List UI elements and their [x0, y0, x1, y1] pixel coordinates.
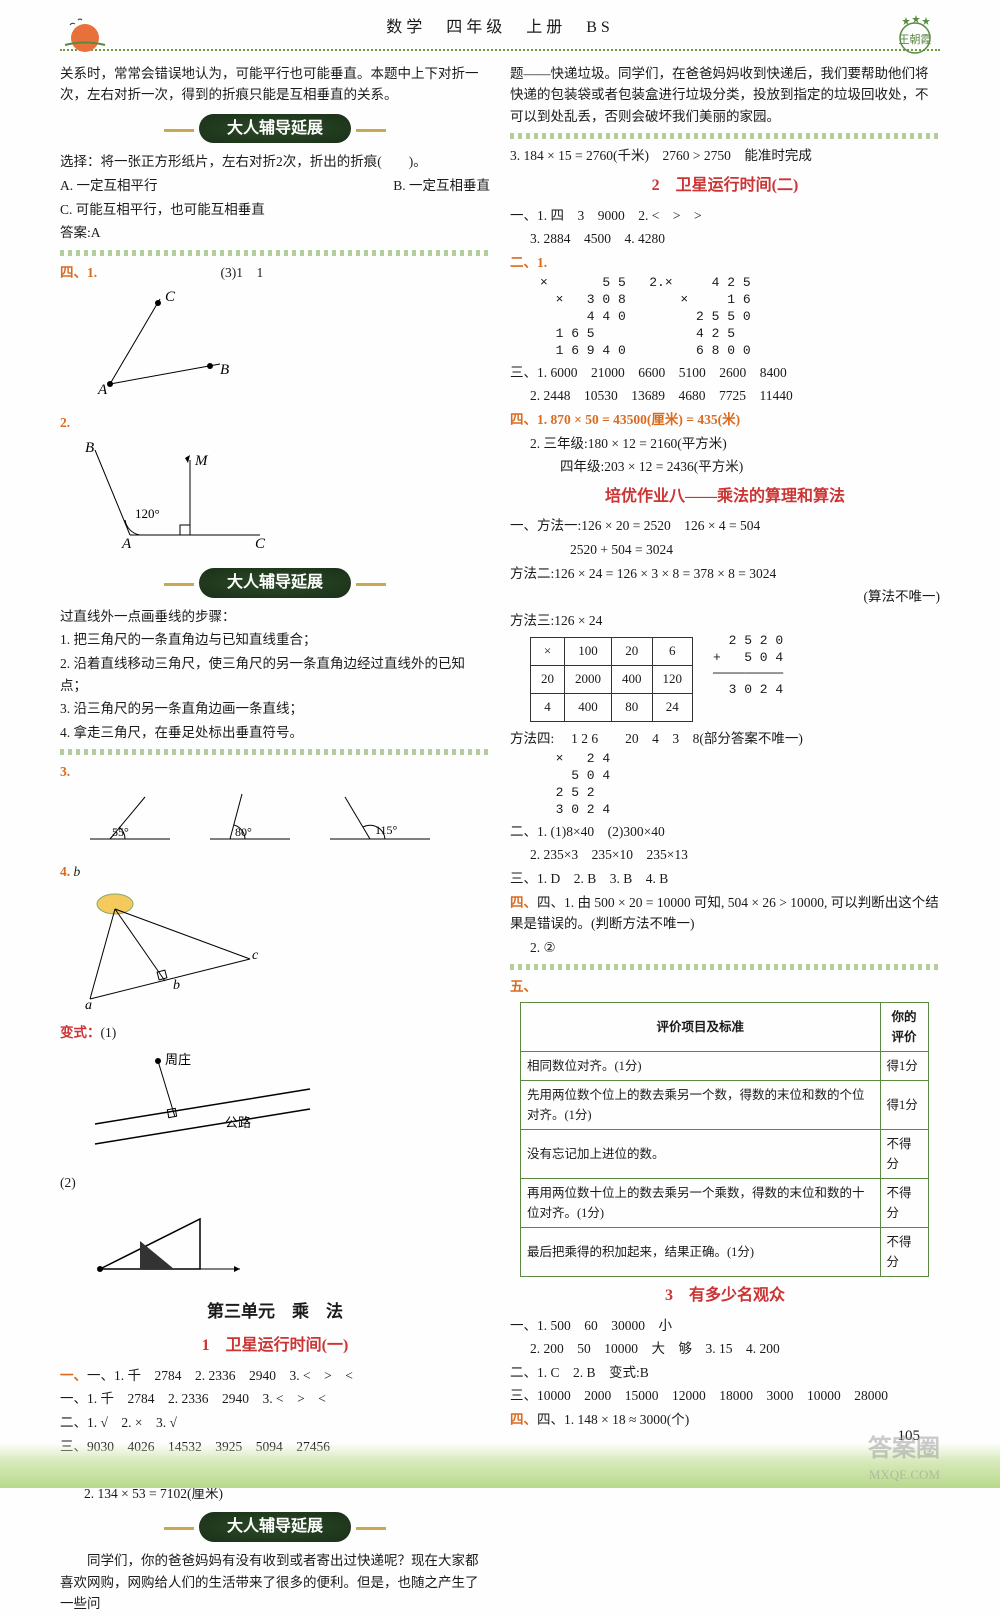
- svg-text:M: M: [194, 453, 209, 469]
- ans-1: 一、1. 千 2784 2. 2336 2940 3. < > <: [60, 1391, 326, 1406]
- svg-text:c: c: [252, 948, 259, 963]
- mult-table: ×100206 202000400120 44008024: [530, 637, 693, 721]
- fold-triangle: [80, 1199, 260, 1279]
- e1: 二、1. (1)8×40 (2)300×40: [510, 821, 940, 843]
- eval-table: 评价项目及标准你的评价 相同数位对齐。(1分)得1分 先用两位数个位上的数去乘另…: [520, 1002, 929, 1277]
- road-diagram: 周庄 公路: [80, 1049, 340, 1159]
- m1b: 2520 + 504 = 3024: [570, 539, 940, 561]
- ra1: 一、1. 四 3 9000 2. < > >: [510, 205, 940, 227]
- opt-a: A. 一定互相平行: [60, 175, 158, 197]
- svg-text:115°: 115°: [375, 823, 398, 837]
- side-calc: 2 5 2 0 + 5 0 4 ───────── 3 0 2 4: [713, 633, 783, 698]
- step-1: 1. 把三角尺的一条直角边与已知直线重合；: [60, 629, 490, 651]
- m3: 方法三:126 × 24: [510, 610, 940, 632]
- left-column: 关系时，常常会错误地认为，可能平行也可能垂直。本题中上下对折一次，左右对折一次，…: [60, 61, 490, 1617]
- sec4-4: 4.: [60, 864, 70, 879]
- svg-text:A: A: [97, 382, 108, 398]
- svg-text:120°: 120°: [135, 506, 160, 521]
- svg-text:B: B: [220, 362, 229, 378]
- var2: (2): [60, 1172, 490, 1194]
- angle-diagram-1: C A B: [80, 289, 260, 399]
- watermark-icon: 答案圈: [868, 1430, 940, 1468]
- h2: 2. 200 50 10000 大 够 3. 15 4. 200: [530, 1338, 940, 1360]
- l1: 一、1. 千 2784 2. 2336 2940 3. < > <: [59, 1368, 353, 1383]
- f1: 四、1. 由 500 × 20 = 10000 可知, 504 × 26 > 1…: [510, 895, 939, 932]
- svg-text:王朝霞: 王朝霞: [899, 33, 932, 46]
- question-1: 选择：将一张正方形纸片，左右对折2次，折出的折痕( )。: [60, 151, 490, 173]
- variant-label: 变式：: [60, 1025, 101, 1040]
- var1: (1): [101, 1025, 117, 1040]
- sun-logo-icon: [60, 10, 110, 60]
- footer-decoration: [0, 1443, 1000, 1488]
- triangle-lamp: a b c: [80, 889, 280, 1009]
- page-header-title: 数学 四年级 上册 BS: [386, 15, 614, 41]
- rd1: 四、1. 870 × 50 = 43500(厘米) = 435(米): [510, 412, 740, 427]
- m2note: (算法不唯一): [510, 586, 940, 608]
- step-2: 2. 沿着直线移动三角尺，使三角尺的另一条直角边经过直线外的已知点；: [60, 653, 490, 696]
- sub-opt-title: 培优作业八——乘法的算理和算法: [510, 484, 940, 510]
- banner-2: 大人辅导延展: [199, 568, 351, 598]
- rc1: 三、1. 6000 21000 6600 5100 2600 8400: [510, 362, 940, 384]
- unit3-title: 第三单元 乘 法: [60, 1298, 490, 1325]
- ans-4b: 2. 134 × 53 = 7102(厘米): [84, 1486, 223, 1501]
- g-label: 五、: [510, 979, 537, 994]
- sec4-sub: (3)1 1: [221, 265, 264, 280]
- steps-title: 过直线外一点画垂线的步骤：: [60, 606, 490, 628]
- step-3: 3. 沿三角尺的另一条直角边画一条直线；: [60, 698, 490, 720]
- svg-text:公路: 公路: [225, 1115, 251, 1130]
- sub1-title: 1 卫星运行时间(一): [60, 1333, 490, 1359]
- rd3: 四年级:203 × 12 = 2436(平方米): [560, 456, 940, 478]
- svg-text:C: C: [255, 536, 266, 550]
- opt-b: B. 一定互相垂直: [393, 175, 490, 197]
- angle-diagram-2: B M A C 120°: [80, 440, 280, 550]
- banner-1: 大人辅导延展: [199, 114, 351, 144]
- right-intro: 题——快递垃圾。同学们，在爸爸妈妈收到快递后，我们要帮助他们将快递的包装袋或者包…: [510, 63, 940, 128]
- right-column: 题——快递垃圾。同学们，在爸爸妈妈收到快递后，我们要帮助他们将快递的包装袋或者包…: [510, 61, 940, 1617]
- answer-1: 答案:A: [60, 222, 490, 244]
- stamp-logo-icon: 王朝霞: [890, 10, 940, 60]
- opt-c: C. 可能互相平行，也可能互相垂直: [60, 199, 490, 221]
- svg-text:C: C: [165, 289, 176, 305]
- sec4-3: 3.: [60, 764, 70, 779]
- left-end-para: 同学们，你的爸爸妈妈有没有收到或者寄出过快递呢？现在大家都喜欢网购，网购给人们的…: [60, 1550, 490, 1615]
- sub2-title: 2 卫星运行时间(二): [510, 173, 940, 199]
- ra2: 3. 2884 4500 4. 4280: [530, 228, 940, 250]
- h3: 二、1. C 2. B 变式:B: [510, 1362, 940, 1384]
- svg-text:b: b: [173, 978, 180, 993]
- svg-text:80°: 80°: [235, 825, 252, 839]
- step-4: 4. 拿走三角尺，在垂足处标出垂直符号。: [60, 722, 490, 744]
- r3: 3. 184 × 15 = 2760(千米) 2760 > 2750 能准时完成: [510, 145, 940, 167]
- m1a: 一、方法一:126 × 20 = 2520 126 × 4 = 504: [510, 515, 940, 537]
- m4-calc: × 2 4 5 0 4 2 5 2 3 0 2 4: [540, 751, 940, 819]
- h4: 三、10000 2000 15000 12000 18000 3000 1000…: [510, 1385, 940, 1407]
- three-angles: 55° 80° 115°: [80, 789, 460, 849]
- svg-text:55°: 55°: [112, 825, 129, 839]
- sub3-title: 3 有多少名观众: [510, 1283, 940, 1309]
- svg-text:A: A: [121, 536, 132, 550]
- rc2: 2. 2448 10530 13689 4680 7725 11440: [530, 385, 940, 407]
- sec4-2: 2.: [60, 415, 70, 430]
- svg-text:周庄: 周庄: [165, 1052, 191, 1067]
- watermark-url: MXQE.COM: [869, 1465, 940, 1486]
- m2: 方法二:126 × 24 = 126 × 3 × 8 = 378 × 8 = 3…: [510, 563, 940, 585]
- rb-label: 二、1.: [510, 255, 547, 270]
- sec4-label: 四、1.: [60, 265, 97, 280]
- svg-text:B: B: [85, 440, 94, 456]
- ans-2: 二、1. √ 2. × 3. √: [60, 1415, 177, 1430]
- rd2: 2. 三年级:180 × 12 = 2160(平方米): [530, 433, 940, 455]
- e2: 2. 235×3 235×10 235×13: [530, 844, 940, 866]
- vertical-calc-1: × 5 5 2.× 4 2 5 × 3 0 8 × 1 6 4 4 0 2 5 …: [540, 275, 940, 359]
- h5: 四、1. 148 × 18 ≈ 3000(个): [537, 1412, 689, 1427]
- f2: 2. ②: [530, 937, 940, 959]
- svg-text:a: a: [85, 998, 92, 1009]
- h1: 一、1. 500 60 30000 小: [510, 1315, 940, 1337]
- left-intro-text: 关系时，常常会错误地认为，可能平行也可能垂直。本题中上下对折一次，左右对折一次，…: [60, 63, 490, 106]
- e3: 三、1. D 2. B 3. B 4. B: [510, 868, 940, 890]
- banner-3: 大人辅导延展: [199, 1512, 351, 1542]
- m4: 方法四: 1 2 6 20 4 3 8(部分答案不唯一): [510, 728, 940, 750]
